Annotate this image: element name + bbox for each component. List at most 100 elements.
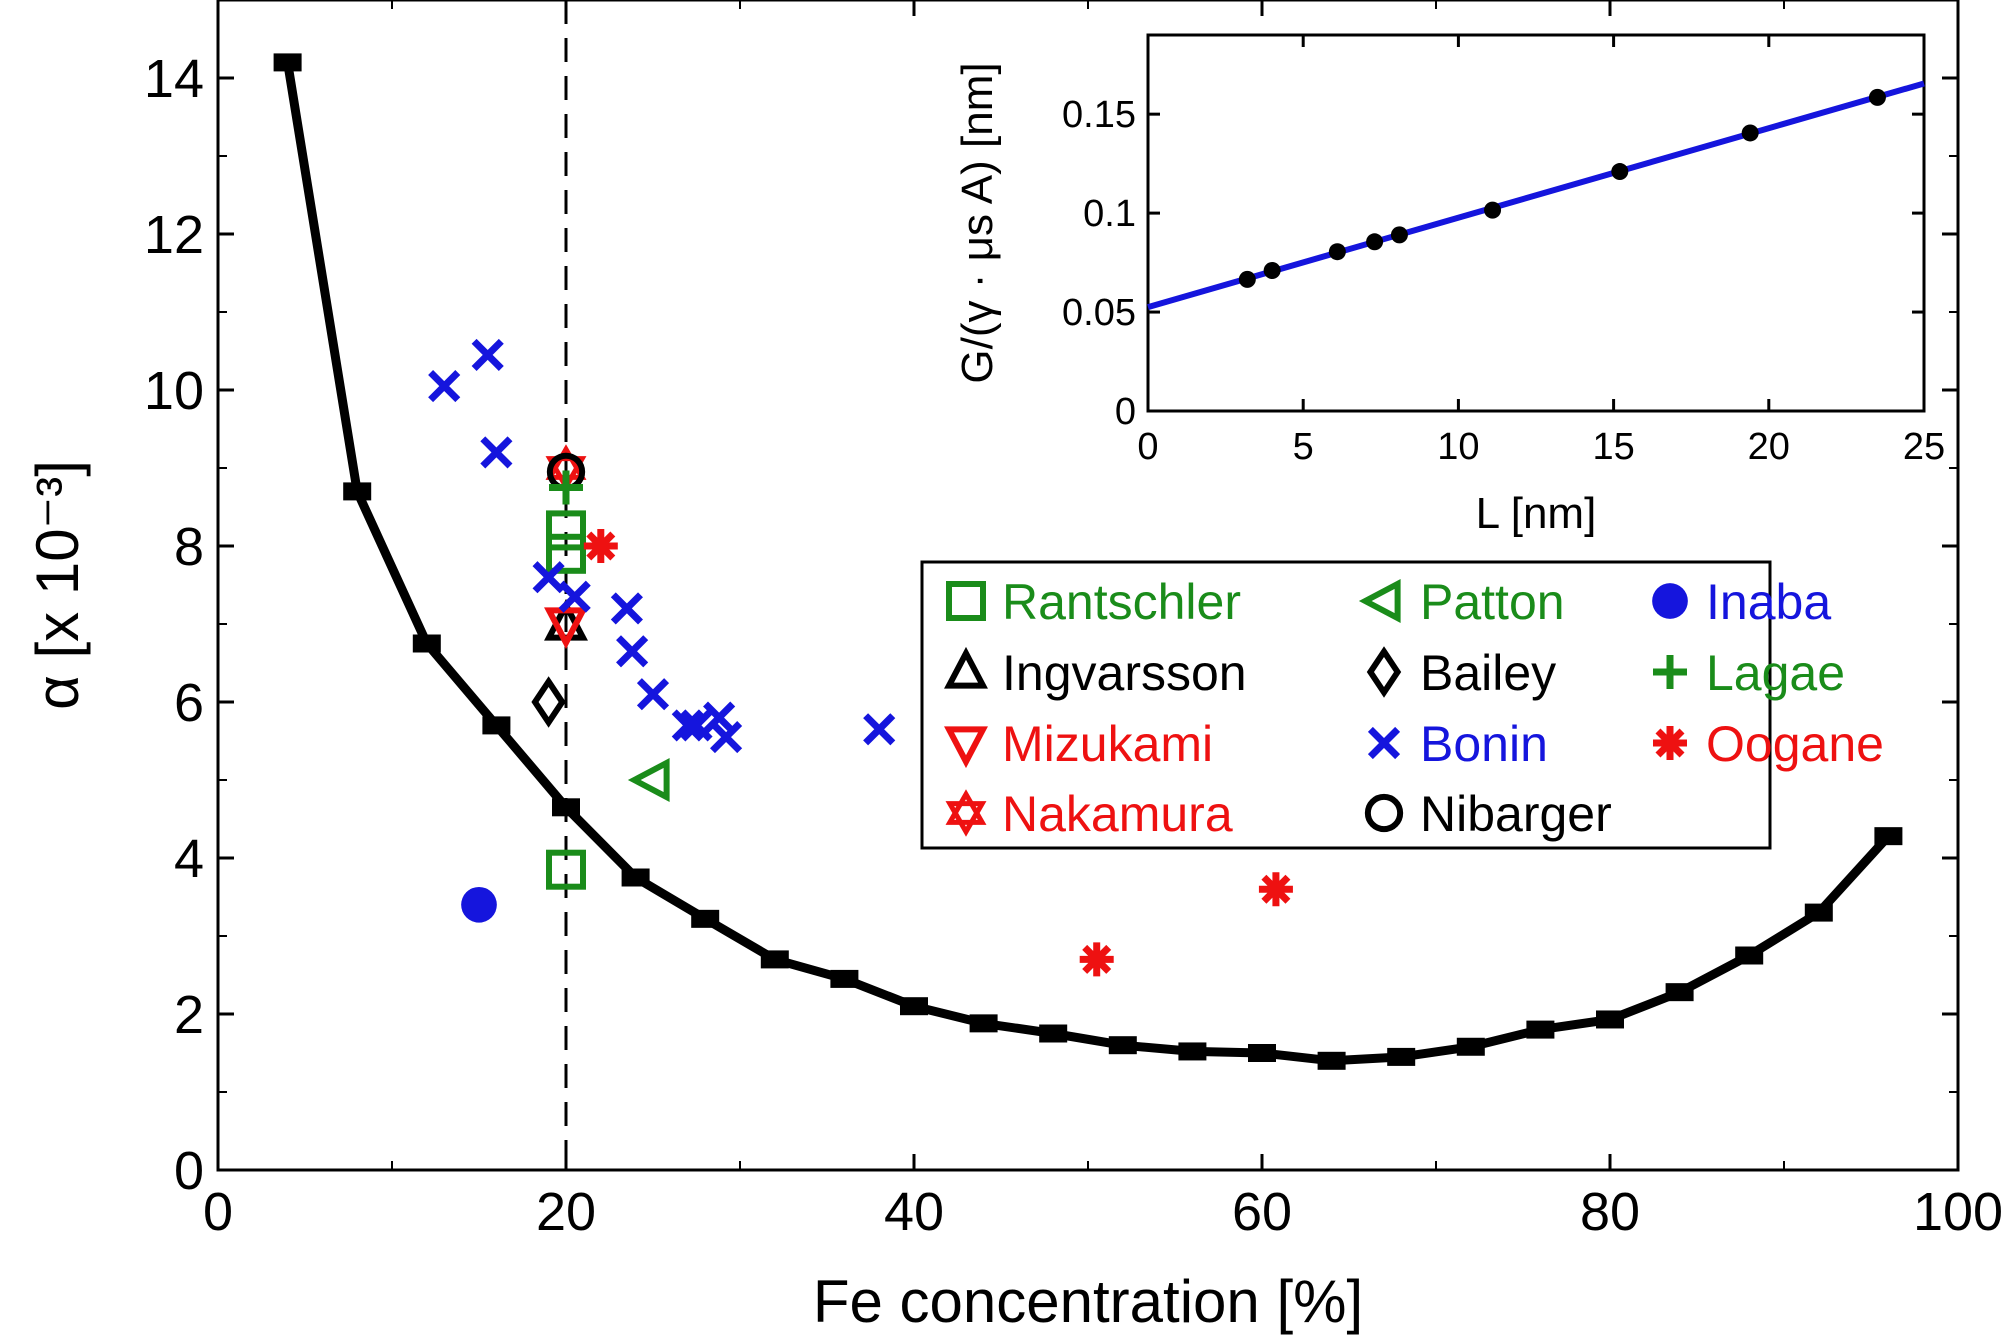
inset-x-axis-title: L [nm] xyxy=(1476,489,1597,538)
legend-marker-bonin xyxy=(1367,726,1401,760)
inset-data-point xyxy=(1238,270,1256,288)
simulation-point xyxy=(1178,1042,1207,1061)
data-point-bailey xyxy=(531,676,566,728)
inset-plot-frame xyxy=(1146,33,1926,413)
y-tick-label: 2 xyxy=(174,985,204,1045)
data-point-patton xyxy=(627,758,670,802)
legend-label-bailey: Bailey xyxy=(1420,645,1556,701)
data-point-bonin xyxy=(863,713,896,746)
y-tick-label: 10 xyxy=(144,361,204,421)
x-tick-label: 80 xyxy=(1580,1182,1640,1242)
simulation-point xyxy=(1735,946,1764,965)
legend-entries: Rantschler Ingvarsson Mizukami Nakamura Patt… xyxy=(944,574,1884,842)
inset-y-tick-label: 0.1 xyxy=(1083,193,1136,235)
inset-data-point xyxy=(1390,226,1408,244)
inset-data-point xyxy=(1328,243,1346,261)
simulation-start-marker xyxy=(279,54,296,71)
inset-x-tick-label: 5 xyxy=(1293,426,1314,468)
legend-marker-inaba xyxy=(1652,583,1688,619)
inset-y-tick-label: 0 xyxy=(1115,391,1136,433)
x-tick-label: 100 xyxy=(1913,1182,2003,1242)
legend-label-patton: Patton xyxy=(1420,574,1565,630)
data-point-bonin xyxy=(480,436,513,469)
legend-label-inaba: Inaba xyxy=(1706,574,1831,630)
main-simulation-series xyxy=(273,53,1903,1070)
data-point-bonin xyxy=(680,709,713,742)
legend-marker-bailey xyxy=(1366,646,1402,698)
simulation-point xyxy=(1108,1036,1137,1055)
inset-background xyxy=(1148,35,1924,411)
simulation-point xyxy=(552,798,580,817)
data-point-oogane xyxy=(1079,942,1114,977)
legend-label-bonin: Bonin xyxy=(1420,716,1548,772)
data-point-bonin xyxy=(636,678,670,711)
data-point-bonin xyxy=(610,592,643,625)
data-point-bonin xyxy=(428,370,461,403)
data-point-rantschler xyxy=(546,533,586,574)
data-point-bonin xyxy=(616,635,649,668)
data-point-oogane xyxy=(1258,872,1293,907)
y-tick-label: 6 xyxy=(174,673,204,733)
inset-data-point xyxy=(1366,233,1384,251)
simulation-point xyxy=(1874,827,1903,846)
simulation-point xyxy=(1317,1051,1346,1070)
y-tick-label: 14 xyxy=(144,49,204,109)
simulation-point xyxy=(1596,1010,1624,1029)
x-tick-label: 0 xyxy=(203,1182,233,1242)
x-tick-label: 60 xyxy=(1232,1182,1292,1242)
inset-x-tick-label: 20 xyxy=(1748,426,1790,468)
inset-x-tick-label: 0 xyxy=(1137,426,1158,468)
legend-marker-nakamura xyxy=(945,801,987,837)
inset-axis-ticks: 0 5 10 15 20 25 0 0.05 0.1 0.15 xyxy=(1062,35,1945,468)
legend-marker-lagae xyxy=(1653,655,1687,689)
simulation-point xyxy=(830,969,859,988)
simulation-point xyxy=(969,1014,998,1033)
simulation-point xyxy=(1665,983,1694,1002)
inset-data-point xyxy=(1263,261,1281,279)
data-point-rantschler xyxy=(546,510,586,551)
simulation-point xyxy=(900,997,928,1016)
simulation-point xyxy=(760,950,789,969)
legend-box xyxy=(920,560,1772,850)
inset-y-tick-label: 0.05 xyxy=(1062,292,1136,334)
main-x-axis-title: Fe concentration [%] xyxy=(813,1268,1363,1335)
x-tick-label: 40 xyxy=(884,1182,944,1242)
legend-marker-oogane xyxy=(1653,726,1687,760)
legend-marker-rantschler xyxy=(946,581,986,621)
data-point-bonin xyxy=(703,701,736,734)
main-y-axis-title: α [x 10⁻³] xyxy=(24,460,91,710)
simulation-point xyxy=(621,868,650,887)
simulation-point xyxy=(1248,1044,1276,1062)
simulation-point xyxy=(343,482,372,501)
inset-x-tick-label: 10 xyxy=(1437,426,1479,468)
simulation-point xyxy=(412,634,441,653)
legend: Rantschler Ingvarsson Mizukami Nakamura Patt… xyxy=(920,560,1884,850)
data-point-oogane xyxy=(583,529,618,563)
data-point-inaba xyxy=(461,886,497,923)
legend-label-nakamura: Nakamura xyxy=(1002,786,1233,842)
data-point-bonin xyxy=(671,709,704,742)
legend-marker-mizukami xyxy=(944,726,988,769)
legend-label-mizukami: Mizukami xyxy=(1002,716,1213,772)
data-point-lagae xyxy=(549,470,583,505)
legend-label-nibarger: Nibarger xyxy=(1420,786,1612,842)
inset-y-tick-label: 0.15 xyxy=(1062,94,1136,136)
legend-label-oogane: Oogane xyxy=(1706,716,1884,772)
legend-label-ingvarsson: Ingvarsson xyxy=(1002,645,1247,701)
inset-data-point xyxy=(1741,124,1759,142)
data-point-bonin xyxy=(532,561,565,594)
simulation-point xyxy=(1387,1047,1416,1066)
y-tick-label: 0 xyxy=(174,1141,204,1201)
inset-data-point xyxy=(1868,88,1886,106)
simulation-point xyxy=(1804,903,1833,922)
inset-data-points xyxy=(1238,88,1886,288)
simulation-point xyxy=(482,716,511,735)
y-tick-label: 8 xyxy=(174,517,204,577)
data-point-mizukami xyxy=(544,607,588,650)
inset-y-axis-title: G/(γ · μs A) [nm] xyxy=(953,62,1002,383)
simulation-point xyxy=(1039,1024,1068,1043)
simulation-point xyxy=(1456,1037,1485,1056)
inset-data-point xyxy=(1484,201,1502,219)
legend-label-rantschler: Rantschler xyxy=(1002,574,1241,630)
